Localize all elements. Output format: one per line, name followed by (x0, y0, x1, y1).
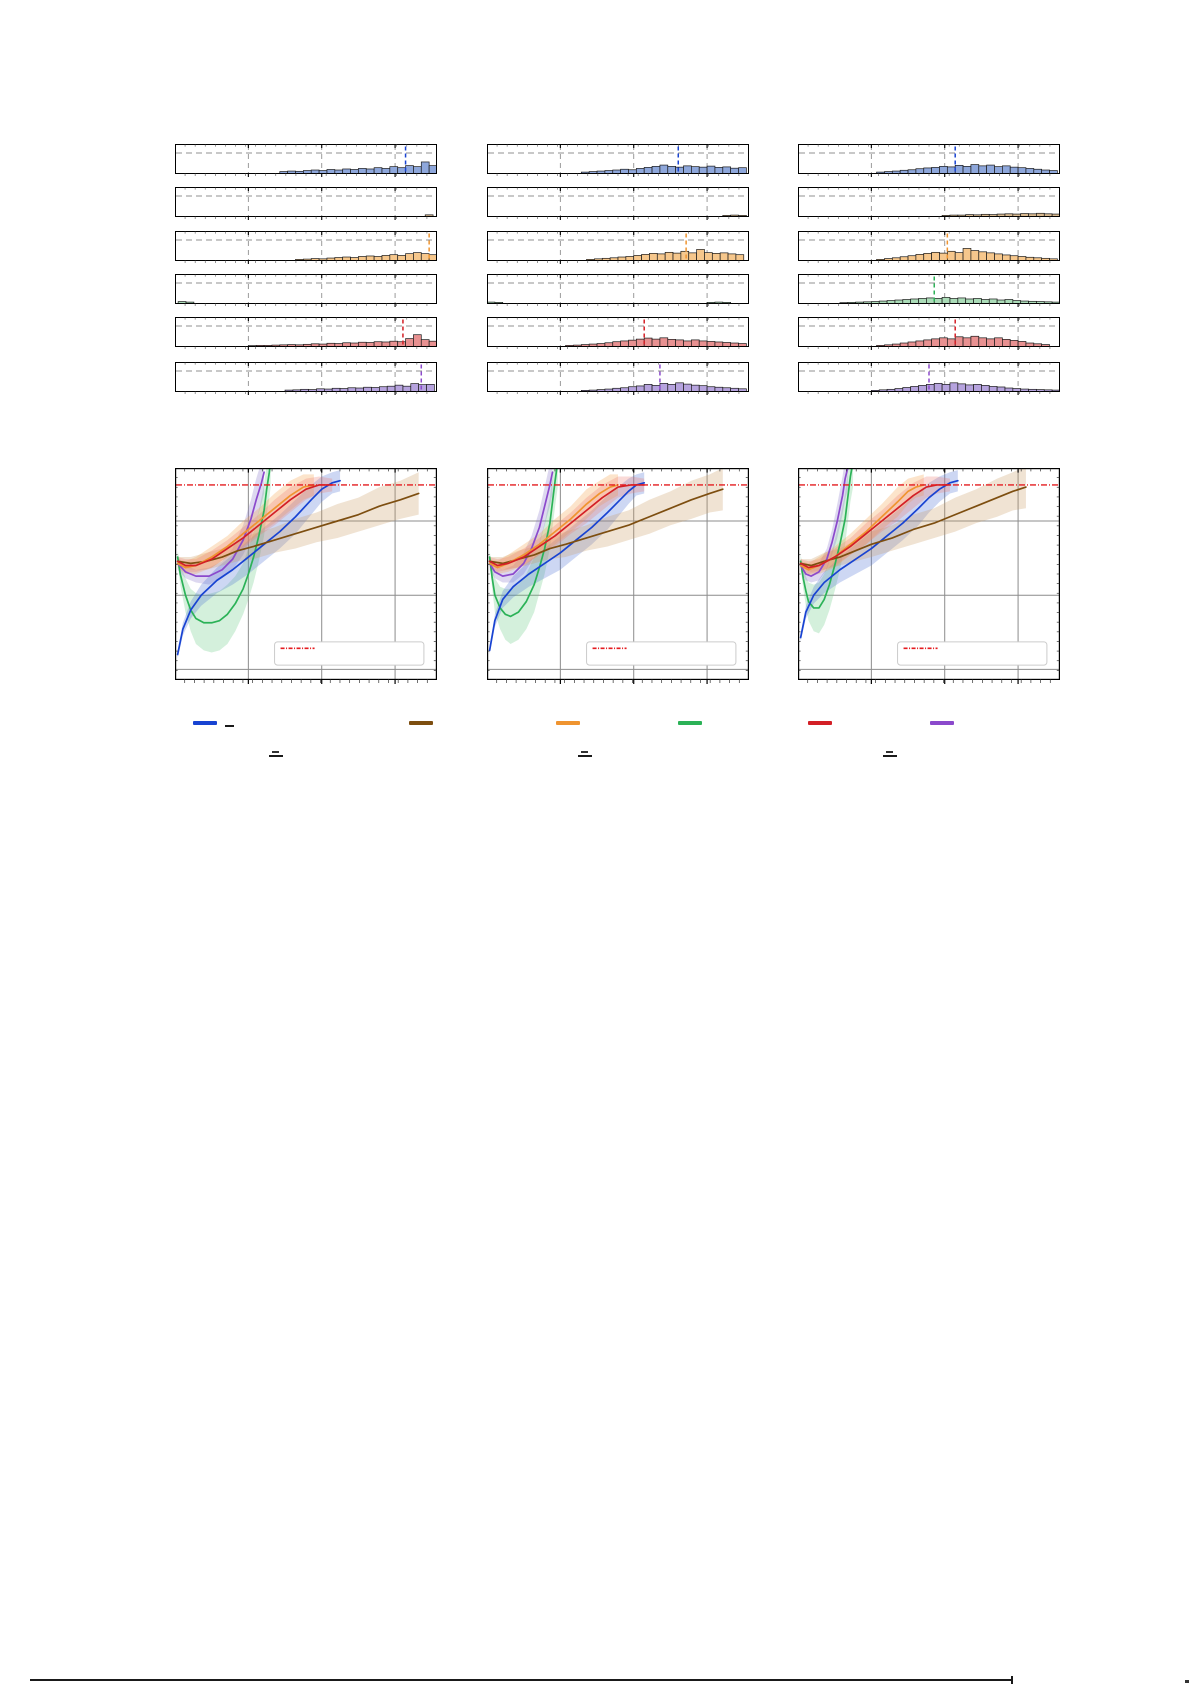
corner-mark (1185, 1680, 1189, 1683)
histogram-panel (175, 144, 437, 177)
histogram-panel (798, 274, 1060, 307)
plot-legend-box (274, 641, 425, 666)
legend-swatch-brown (409, 721, 433, 725)
line-plot-panel (487, 468, 749, 684)
legend-swatch-blue (193, 721, 217, 725)
histogram-panel (487, 274, 749, 307)
legend-swatch-red (808, 721, 832, 725)
histogram-panel (175, 274, 437, 307)
bottom-rule-tick (1011, 1676, 1013, 1684)
legend-swatch-green (678, 721, 702, 725)
histogram-panel (798, 144, 1060, 177)
legend-swatch-orange (556, 721, 580, 725)
histogram-panel (798, 187, 1060, 220)
subplot-caption-glyph (581, 751, 588, 753)
histogram-panel (175, 187, 437, 220)
histogram-panel (487, 144, 749, 177)
plot-legend-box (897, 641, 1048, 666)
histogram-panel (798, 362, 1060, 395)
legend-label-mark (225, 725, 234, 727)
histogram-panel (175, 362, 437, 395)
histogram-panel (487, 231, 749, 264)
histogram-panel (487, 317, 749, 350)
bottom-rule (30, 1679, 1012, 1681)
subplot-caption-underline (269, 755, 283, 757)
histogram-panel (175, 231, 437, 264)
line-plot-panel (175, 468, 437, 684)
legend-swatch-purple (930, 721, 954, 725)
plot-legend-box (586, 641, 737, 666)
histogram-panel (487, 187, 749, 220)
subplot-caption-glyph (272, 751, 279, 753)
histogram-panel (798, 317, 1060, 350)
subplot-caption-underline (578, 755, 592, 757)
line-plot-panel (798, 468, 1060, 684)
histogram-panel (175, 317, 437, 350)
subplot-caption-glyph (886, 751, 893, 753)
histogram-panel (487, 362, 749, 395)
histogram-panel (798, 231, 1060, 264)
subplot-caption-underline (883, 755, 897, 757)
